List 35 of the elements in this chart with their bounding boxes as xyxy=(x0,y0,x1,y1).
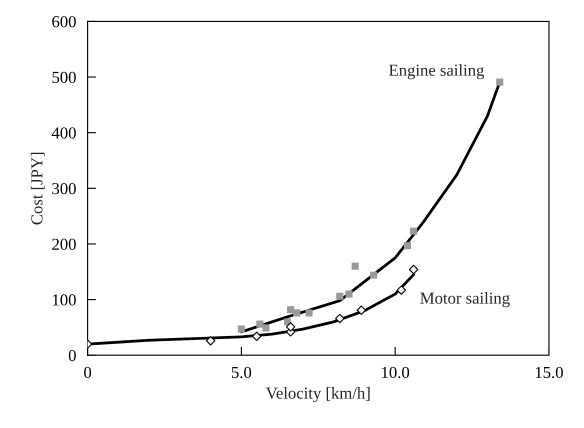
point xyxy=(496,78,504,86)
y-axis-title: Cost [JPY] xyxy=(30,152,45,224)
point xyxy=(408,264,418,274)
series-label: Engine sailing xyxy=(389,64,484,80)
point xyxy=(352,262,359,270)
point xyxy=(206,336,216,346)
point xyxy=(345,290,353,298)
point xyxy=(293,309,300,316)
point xyxy=(286,322,296,332)
point xyxy=(252,332,262,342)
x-tick-label: 5.0 xyxy=(232,366,252,378)
y-tick-label: 500 xyxy=(52,72,76,83)
y-tick-label: 200 xyxy=(52,238,76,250)
point xyxy=(262,324,270,332)
point xyxy=(256,320,264,328)
point xyxy=(404,242,412,250)
y-tick-label: 300 xyxy=(52,183,76,194)
point xyxy=(410,228,418,235)
y-tick-label: 0 xyxy=(68,350,76,362)
x-tick-label: 15.0 xyxy=(536,366,563,378)
point xyxy=(396,285,406,295)
x-tick-label: 0 xyxy=(84,366,92,378)
point xyxy=(336,292,344,300)
point xyxy=(335,314,345,324)
series-label: Motor sailing xyxy=(420,292,510,308)
point xyxy=(287,306,294,314)
y-tick-label: 400 xyxy=(52,127,76,139)
x-axis-title: Velocity [km/h] xyxy=(266,387,370,402)
point xyxy=(306,309,313,316)
point xyxy=(370,272,378,279)
x-tick-label: 10.0 xyxy=(382,366,410,378)
y-tick-label: 100 xyxy=(52,294,76,306)
point xyxy=(356,305,366,315)
point xyxy=(238,326,245,333)
y-tick-label: 600 xyxy=(52,16,76,28)
